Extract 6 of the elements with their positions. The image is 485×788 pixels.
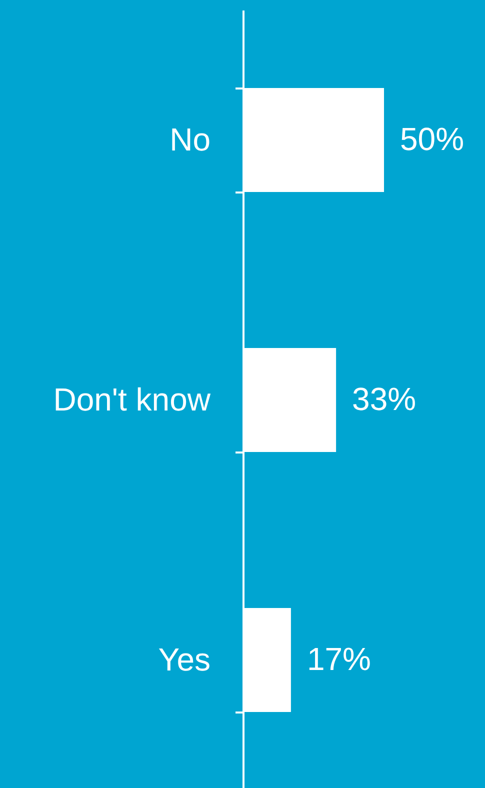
data-label: 17% [306,641,371,677]
y-tick-label: No [170,122,210,158]
data-label: 33% [352,381,416,417]
y-tick-label: Don't know [53,382,212,418]
data-label: 50% [400,121,464,157]
y-tick-label: Yes [158,642,210,678]
